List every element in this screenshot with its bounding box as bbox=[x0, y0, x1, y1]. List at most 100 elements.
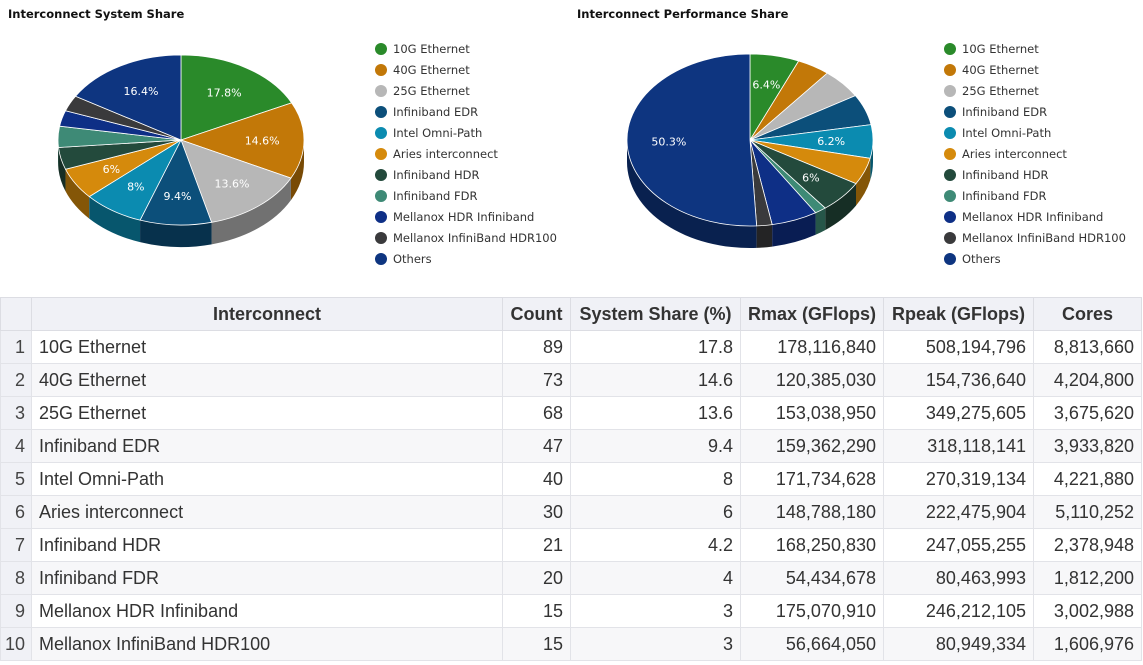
interconnect-cell: Infiniband FDR bbox=[31, 561, 503, 595]
pie-slice-others[interactable] bbox=[626, 53, 758, 227]
rank-cell: 10 bbox=[0, 627, 32, 661]
table-row[interactable]: 3 25G Ethernet 68 13.6 153,038,950 349,275,60… bbox=[0, 396, 1142, 430]
table-row[interactable]: 8 Infiniband FDR 20 4 54,434,678 80,463,993 1,… bbox=[0, 561, 1142, 595]
rank-cell: 1 bbox=[0, 330, 32, 364]
legend-item-25g-ethernet[interactable]: 25G Ethernet bbox=[375, 80, 557, 101]
legend-label: 25G Ethernet bbox=[962, 83, 1039, 98]
rmax-cell: 168,250,830 bbox=[740, 528, 884, 562]
legend-item-infiniband-edr[interactable]: Infiniband EDR bbox=[375, 101, 557, 122]
count-cell: 89 bbox=[502, 330, 571, 364]
legend-item-mellanox-infiniband-hdr100[interactable]: Mellanox InfiniBand HDR100 bbox=[944, 227, 1126, 248]
system-share-cell: 4.2 bbox=[570, 528, 741, 562]
table-row[interactable]: 4 Infiniband EDR 47 9.4 159,362,290 318,118,1… bbox=[0, 429, 1142, 463]
rpeak-cell: 80,463,993 bbox=[883, 561, 1034, 595]
legend-item-10g-ethernet[interactable]: 10G Ethernet bbox=[944, 38, 1126, 59]
table-row[interactable]: 6 Aries interconnect 30 6 148,788,180 222,475… bbox=[0, 495, 1142, 529]
system-share-legend: 10G Ethernet 40G Ethernet 25G Ethernet Infi… bbox=[375, 38, 557, 269]
pie-slice-25g-ethernet[interactable] bbox=[180, 139, 292, 223]
pie-side-walls bbox=[627, 140, 873, 248]
pie-slice-others[interactable] bbox=[74, 54, 182, 141]
cores-cell: 3,933,820 bbox=[1033, 429, 1142, 463]
chart-title: Interconnect System Share bbox=[8, 7, 185, 21]
system-share-cell: 13.6 bbox=[570, 396, 741, 430]
legend-label: Others bbox=[962, 251, 1001, 266]
legend-swatch-icon bbox=[375, 231, 387, 244]
system-share-cell: 4 bbox=[570, 561, 741, 595]
cores-cell: 3,675,620 bbox=[1033, 396, 1142, 430]
performance-share-chart: Interconnect Performance Share 6.4% 6.2% 6… bbox=[570, 0, 1143, 290]
legend-swatch-icon bbox=[375, 126, 387, 139]
rmax-cell: 56,664,050 bbox=[740, 627, 884, 661]
legend-item-mellanox-infiniband-hdr100[interactable]: Mellanox InfiniBand HDR100 bbox=[375, 227, 557, 248]
cores-cell: 4,204,800 bbox=[1033, 363, 1142, 397]
table-row[interactable]: 7 Infiniband HDR 21 4.2 168,250,830 247,055,2… bbox=[0, 528, 1142, 562]
legend-swatch-icon bbox=[944, 168, 956, 181]
legend-label: Infiniband FDR bbox=[962, 188, 1047, 203]
legend-item-intel-omni-path[interactable]: Intel Omni-Path bbox=[375, 122, 557, 143]
system-share-cell: 3 bbox=[570, 594, 741, 628]
legend-label: 10G Ethernet bbox=[962, 41, 1039, 56]
legend-label: Infiniband FDR bbox=[393, 188, 478, 203]
rank-cell: 8 bbox=[0, 561, 32, 595]
column-header-interconnect[interactable]: Interconnect bbox=[31, 297, 503, 331]
legend-label: 40G Ethernet bbox=[962, 62, 1039, 77]
table-row[interactable]: 10 Mellanox InfiniBand HDR100 15 3 56,664,05… bbox=[0, 627, 1142, 661]
legend-item-infiniband-fdr[interactable]: Infiniband FDR bbox=[375, 185, 557, 206]
legend-item-mellanox-hdr-infiniband[interactable]: Mellanox HDR Infiniband bbox=[944, 206, 1126, 227]
legend-item-10g-ethernet[interactable]: 10G Ethernet bbox=[375, 38, 557, 59]
legend-item-intel-omni-path[interactable]: Intel Omni-Path bbox=[944, 122, 1126, 143]
pie-side-infiniband-fdr bbox=[815, 208, 826, 235]
table-header-row: Interconnect Count System Share (%) Rmax… bbox=[0, 297, 1142, 331]
pie-slice-10g-ethernet[interactable] bbox=[180, 54, 293, 141]
table-row[interactable]: 1 10G Ethernet 89 17.8 178,116,840 508,194,79… bbox=[0, 330, 1142, 364]
count-cell: 30 bbox=[502, 495, 571, 529]
legend-swatch-icon bbox=[375, 189, 387, 202]
cores-cell: 5,110,252 bbox=[1033, 495, 1142, 529]
legend-swatch-icon bbox=[375, 63, 387, 76]
legend-item-others[interactable]: Others bbox=[375, 248, 557, 269]
legend-item-mellanox-hdr-infiniband[interactable]: Mellanox HDR Infiniband bbox=[375, 206, 557, 227]
count-cell: 15 bbox=[502, 627, 571, 661]
legend-label: 25G Ethernet bbox=[393, 83, 470, 98]
table-body: 1 10G Ethernet 89 17.8 178,116,840 508,194,79… bbox=[0, 330, 1142, 661]
legend-item-aries-interconnect[interactable]: Aries interconnect bbox=[944, 143, 1126, 164]
legend-item-others[interactable]: Others bbox=[944, 248, 1126, 269]
table-row[interactable]: 9 Mellanox HDR Infiniband 15 3 175,070,910 24… bbox=[0, 594, 1142, 628]
column-header-system-share[interactable]: System Share (%) bbox=[570, 297, 741, 331]
pie-side-infiniband-hdr bbox=[825, 183, 856, 231]
legend-item-40g-ethernet[interactable]: 40G Ethernet bbox=[375, 59, 557, 80]
legend-swatch-icon bbox=[944, 126, 956, 139]
rank-cell: 5 bbox=[0, 462, 32, 496]
column-header-rpeak[interactable]: Rpeak (GFlops) bbox=[883, 297, 1034, 331]
legend-item-infiniband-edr[interactable]: Infiniband EDR bbox=[944, 101, 1126, 122]
column-header-cores[interactable]: Cores bbox=[1033, 297, 1142, 331]
interconnect-cell: Mellanox InfiniBand HDR100 bbox=[31, 627, 503, 661]
slice-data-label: 9.4% bbox=[163, 190, 191, 203]
table-row[interactable]: 2 40G Ethernet 73 14.6 120,385,030 154,736,64… bbox=[0, 363, 1142, 397]
pie-slice-40g-ethernet[interactable] bbox=[179, 102, 305, 179]
table-row[interactable]: 5 Intel Omni-Path 40 8 171,734,628 270,319,13… bbox=[0, 462, 1142, 496]
pie-side-aries-interconnect bbox=[855, 158, 871, 206]
pie-side-intel-omni-path bbox=[89, 196, 141, 243]
performance-share-pie: 6.4% 6.2% 6% 50.3% bbox=[626, 53, 874, 248]
interconnect-cell: Mellanox HDR Infiniband bbox=[31, 594, 503, 628]
column-header-rmax[interactable]: Rmax (GFlops) bbox=[740, 297, 884, 331]
slice-data-label: 13.6% bbox=[214, 178, 249, 191]
legend-swatch-icon bbox=[944, 210, 956, 223]
count-cell: 15 bbox=[502, 594, 571, 628]
pie-side-walls bbox=[58, 140, 304, 247]
chart-title: Interconnect Performance Share bbox=[577, 7, 789, 21]
legend-item-25g-ethernet[interactable]: 25G Ethernet bbox=[944, 80, 1126, 101]
legend-item-infiniband-hdr[interactable]: Infiniband HDR bbox=[944, 164, 1126, 185]
rank-cell: 7 bbox=[0, 528, 32, 562]
cores-cell: 3,002,988 bbox=[1033, 594, 1142, 628]
legend-label: Aries interconnect bbox=[962, 146, 1067, 161]
legend-swatch-icon bbox=[375, 105, 387, 118]
column-header-count[interactable]: Count bbox=[502, 297, 571, 331]
legend-item-infiniband-fdr[interactable]: Infiniband FDR bbox=[944, 185, 1126, 206]
legend-item-infiniband-hdr[interactable]: Infiniband HDR bbox=[375, 164, 557, 185]
legend-item-40g-ethernet[interactable]: 40G Ethernet bbox=[944, 59, 1126, 80]
legend-item-aries-interconnect[interactable]: Aries interconnect bbox=[375, 143, 557, 164]
system-share-cell: 14.6 bbox=[570, 363, 741, 397]
system-share-cell: 9.4 bbox=[570, 429, 741, 463]
